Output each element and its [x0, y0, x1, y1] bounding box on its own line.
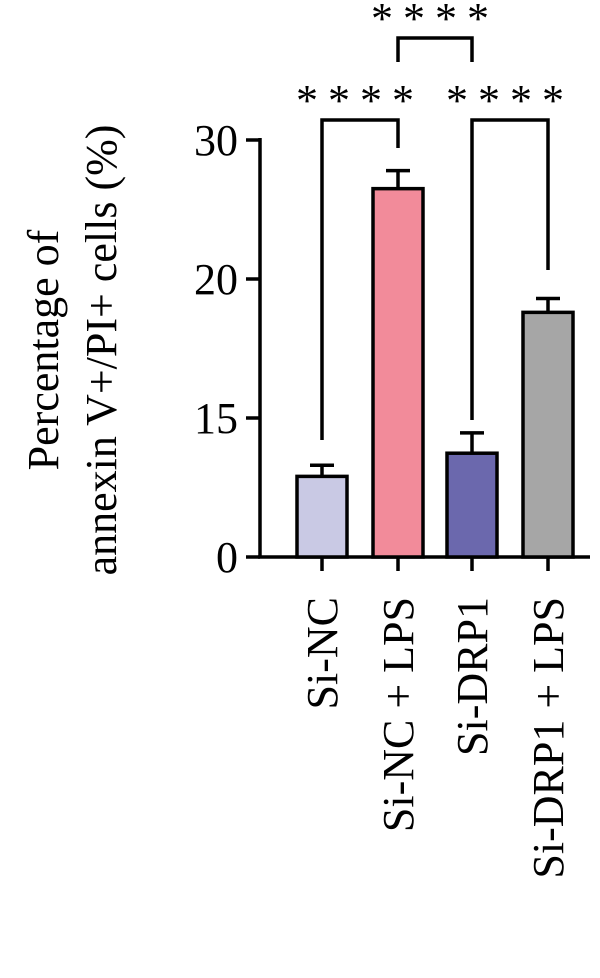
y-label-line: Percentage of: [19, 229, 68, 470]
x-tick-label-group: Si-DRP1: [448, 597, 497, 756]
x-tick-label: Si-NC: [298, 597, 347, 709]
y-axis-title: Percentage of annexin V+/PI+ cells (%): [19, 125, 126, 576]
bar: [371, 186, 425, 559]
y-tick-label: 30: [194, 116, 238, 165]
x-tick-label: Si-DRP1 + LPS: [524, 597, 573, 879]
significance-bracket: [320, 118, 400, 440]
significance-bracket: [396, 36, 474, 62]
significance-label: ****: [446, 76, 574, 125]
y-tick-label: 0: [216, 533, 238, 582]
x-tick-label-group: Si-NC: [298, 597, 347, 709]
significance-bracket: [470, 118, 550, 420]
significance-label: ****: [371, 0, 499, 43]
x-tick-label: Si-DRP1: [448, 597, 497, 756]
bar: [295, 474, 349, 559]
y-label-line: annexin V+/PI+ cells (%): [77, 125, 126, 576]
x-tick-label: Si-NC + LPS: [374, 597, 423, 832]
bar: [445, 451, 499, 559]
y-tick-label: 20: [194, 255, 238, 304]
x-tick-label-group: Si-NC + LPS: [374, 597, 423, 832]
y-tick-label: 15: [194, 394, 238, 443]
x-tick-label-group: Si-DRP1 + LPS: [524, 597, 573, 879]
significance-label: ****: [296, 76, 424, 125]
bar: [521, 310, 575, 559]
